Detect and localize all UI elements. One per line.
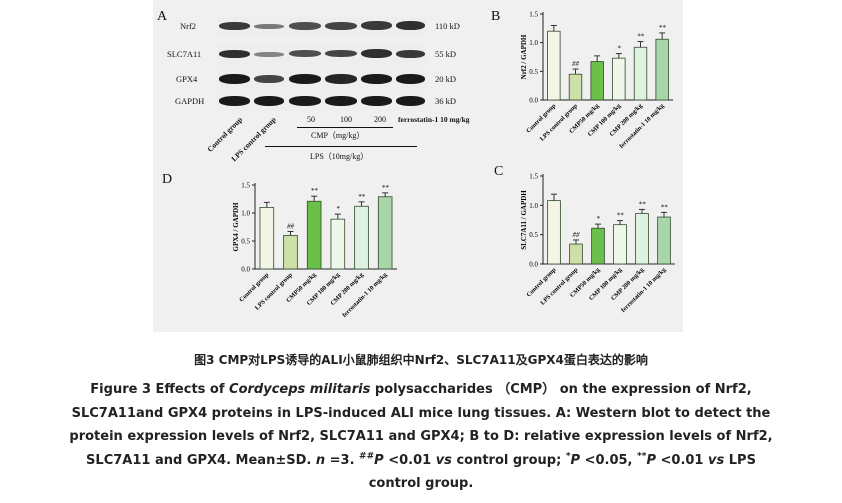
blot-gpx4	[217, 70, 426, 89]
ferrostatin-label: ferrostatin-1 10 mg/kg	[398, 115, 470, 124]
panel-d-letter: D	[162, 172, 173, 187]
significance-mark: *	[336, 205, 340, 213]
y-tick-label: 0.5	[529, 68, 538, 76]
caption-chinese: 图3 CMP对LPS诱导的ALI小鼠肺组织中Nrf2、SLC7A11及GPX4蛋…	[194, 353, 648, 367]
bar	[591, 227, 605, 265]
y-axis-label: GPX4 / GAPDH	[232, 202, 240, 252]
caption-english: Figure 3 Effects of Cordyceps militaris …	[69, 382, 773, 491]
dose-50: 50	[307, 115, 315, 124]
bar	[635, 213, 649, 265]
y-tick-label: 0.0	[529, 97, 538, 105]
bar	[657, 216, 671, 265]
dose-100: 100	[340, 115, 352, 124]
bar	[259, 206, 275, 270]
bar	[613, 224, 627, 265]
bar	[283, 235, 298, 270]
blot-label-slc7a11: SLC7A11	[167, 49, 202, 59]
blot-size-gapdh: 36 kD	[435, 96, 457, 106]
bar	[354, 205, 369, 270]
blot-size-nrf2: 110 kD	[435, 21, 460, 31]
y-tick-label: 1.0	[529, 202, 538, 210]
chart-d: GPX4 / GAPDH 0.0 0.5 1.0 1.5 Control group ## L…	[229, 177, 401, 327]
significance-mark: **	[617, 212, 625, 220]
x-tick-label: ferrostatin-1 10 mg/kg	[341, 271, 389, 319]
y-tick-label: 1.0	[529, 39, 538, 47]
bar	[633, 46, 648, 101]
lps-label: LPS（10mg/kg）	[310, 152, 369, 161]
bar	[612, 57, 626, 101]
significance-mark: ##	[572, 60, 580, 68]
bar	[569, 243, 583, 265]
blot-gapdh	[217, 92, 426, 111]
bar	[377, 196, 393, 270]
y-tick-label: 1.5	[529, 173, 538, 181]
y-axis-label: Nrf2 / GAPDH	[520, 34, 528, 79]
significance-mark: **	[382, 184, 390, 192]
dose-200: 200	[374, 115, 386, 124]
significance-mark: *	[596, 215, 600, 223]
bar	[547, 30, 561, 101]
blot-label-nrf2: Nrf2	[180, 21, 197, 31]
cmp-label: CMP（mg/kg）	[311, 131, 365, 140]
bar	[590, 61, 604, 101]
x-tick-label: LPS control group	[539, 266, 580, 307]
figure-panel: A Nrf2 SLC7A11 GPX4 GAPDH	[153, 0, 683, 332]
significance-mark: **	[659, 24, 667, 32]
y-tick-label: 0.5	[241, 238, 250, 246]
y-tick-label: 1.5	[529, 11, 538, 19]
blot-size-gpx4: 20 kD	[435, 74, 457, 84]
significance-mark: **	[358, 193, 366, 201]
significance-mark: ##	[287, 222, 295, 230]
x-tick-label: ferrostatin-1 10 mg/kg	[620, 266, 668, 314]
chart-c: SLC7A11 / GAPDH 0.0 0.5 1.0 1.5 Control group…	[517, 168, 679, 328]
y-tick-label: 1.5	[241, 182, 250, 190]
blot-label-gpx4: GPX4	[176, 74, 198, 84]
panel-b-letter: B	[491, 9, 501, 24]
blot-slc7a11	[217, 45, 426, 64]
significance-mark: **	[637, 33, 645, 41]
y-tick-label: 0.5	[529, 231, 538, 239]
x-tick-label: LPS control group	[539, 102, 580, 143]
y-tick-label: 0.0	[241, 266, 250, 274]
significance-mark: **	[639, 200, 647, 208]
panel-a-letter: A	[157, 9, 168, 24]
blot-label-gapdh: GAPDH	[175, 96, 205, 106]
bar	[330, 218, 346, 270]
significance-mark: **	[311, 187, 319, 195]
y-axis-label: SLC7A11 / GAPDH	[520, 190, 528, 250]
significance-mark: **	[661, 203, 669, 211]
y-tick-label: 1.0	[241, 210, 250, 218]
bar	[306, 200, 322, 270]
blot-size-slc7a11: 55 kD	[435, 49, 457, 59]
bar	[547, 200, 561, 265]
cmp-bracket-line	[297, 127, 393, 128]
lps-bracket-line	[265, 146, 417, 147]
blot-nrf2	[217, 17, 426, 36]
significance-mark: *	[617, 45, 621, 53]
bar	[568, 73, 583, 101]
chart-b: Nrf2 / GAPDH 0.0 0.5 1.0 1.5 Control group ## L…	[517, 6, 677, 166]
significance-mark: ##	[573, 231, 581, 239]
y-tick-label: 0.0	[529, 261, 538, 269]
bar	[655, 38, 669, 101]
panel-c-letter: C	[494, 164, 504, 179]
